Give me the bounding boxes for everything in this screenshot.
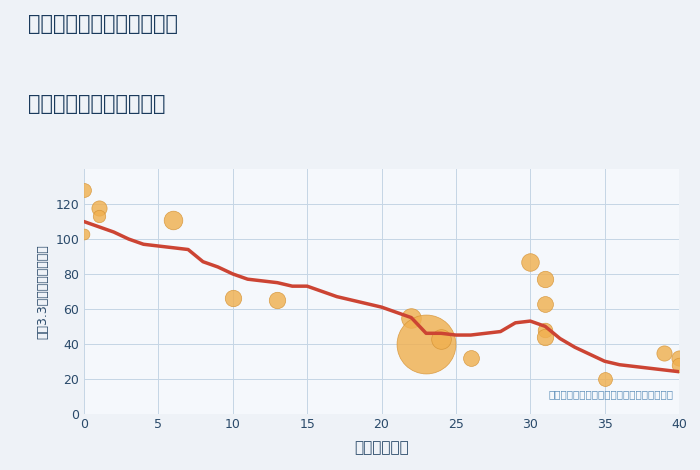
Point — [78, 230, 90, 237]
Point — [421, 340, 432, 347]
Text: 円の大きさは、取引のあった物件面積を示す: 円の大きさは、取引のあった物件面積を示す — [548, 389, 673, 399]
Point — [599, 375, 610, 383]
Point — [406, 314, 417, 321]
Point — [272, 297, 283, 304]
Text: 大阪府東大阪市花園本町の: 大阪府東大阪市花園本町の — [28, 14, 178, 34]
Point — [227, 295, 238, 302]
Point — [673, 354, 685, 361]
Point — [465, 354, 476, 361]
Point — [659, 349, 670, 356]
Point — [540, 333, 551, 341]
Point — [78, 187, 90, 194]
Point — [673, 361, 685, 368]
X-axis label: 築年数（年）: 築年数（年） — [354, 440, 409, 455]
Point — [525, 258, 536, 266]
Point — [435, 335, 447, 342]
Text: 築年数別中古戸建て価格: 築年数別中古戸建て価格 — [28, 94, 165, 114]
Point — [93, 212, 104, 220]
Point — [540, 300, 551, 307]
Point — [93, 204, 104, 212]
Y-axis label: 坪（3.3㎡）単価（万円）: 坪（3.3㎡）単価（万円） — [36, 244, 50, 339]
Point — [540, 326, 551, 334]
Point — [540, 275, 551, 283]
Point — [168, 216, 179, 224]
